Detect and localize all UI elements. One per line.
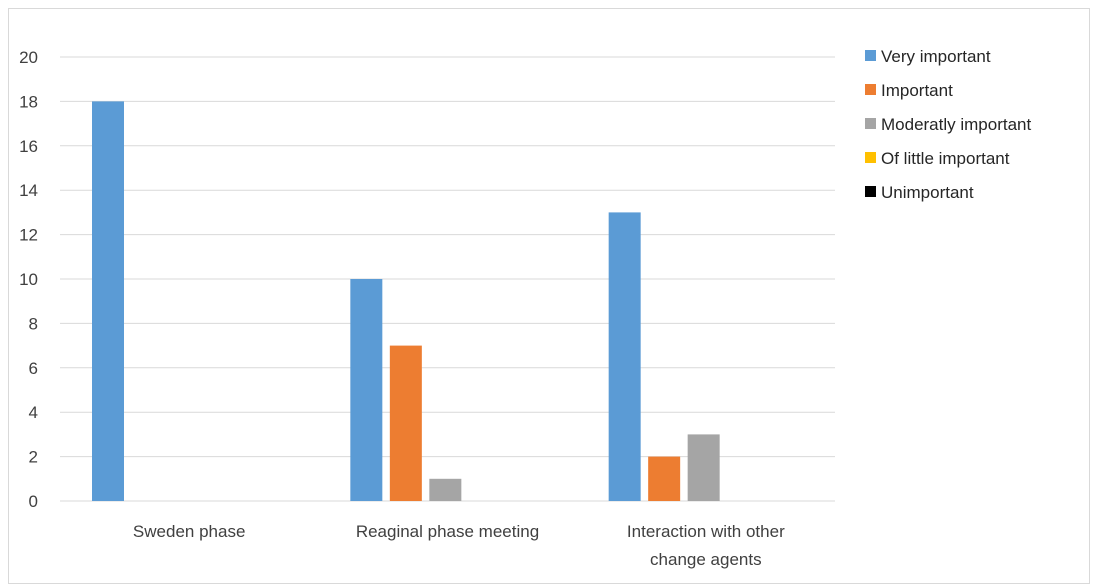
y-tick-label: 10: [19, 270, 38, 289]
y-tick-label: 2: [29, 448, 38, 467]
legend-label: Of little important: [881, 149, 1010, 168]
y-axis-tick-labels: 0 2 4 6 8 10 12 14 16 18 20: [19, 48, 38, 511]
bar: [389, 345, 422, 501]
legend-item: Very important: [865, 47, 991, 66]
y-tick-label: 12: [19, 226, 38, 245]
legend-swatch: [865, 186, 876, 197]
y-tick-label: 6: [29, 359, 38, 378]
bar: [648, 456, 681, 501]
y-tick-label: 14: [19, 181, 38, 200]
x-category-label: Interaction with other: [627, 522, 785, 541]
legend-label: Moderatly important: [881, 115, 1032, 134]
legend-swatch: [865, 118, 876, 129]
bar: [608, 212, 641, 501]
y-tick-label: 20: [19, 48, 38, 67]
legend-item: Unimportant: [865, 183, 974, 202]
legend-swatch: [865, 152, 876, 163]
x-category-label: Sweden phase: [133, 522, 245, 541]
bar: [687, 434, 720, 501]
legend-swatch: [865, 84, 876, 95]
legend-label: Very important: [881, 47, 991, 66]
bar: [429, 478, 462, 501]
bars: [92, 101, 720, 502]
y-tick-label: 18: [19, 92, 38, 111]
x-axis-category-labels: Sweden phase Reaginal phase meeting Intera…: [133, 522, 785, 569]
y-tick-label: 16: [19, 137, 38, 156]
y-tick-label: 4: [29, 403, 38, 422]
legend-swatch: [865, 50, 876, 61]
legend-label: Important: [881, 81, 953, 100]
legend-item: Important: [865, 81, 953, 100]
y-tick-label: 8: [29, 314, 38, 333]
bar: [350, 279, 383, 501]
chart-area: [8, 8, 1090, 584]
x-category-label: change agents: [650, 550, 762, 569]
legend: Very important Important Moderatly importa…: [865, 47, 1032, 202]
legend-label: Unimportant: [881, 183, 974, 202]
legend-item: Moderatly important: [865, 115, 1032, 134]
bar: [92, 101, 124, 502]
x-category-label: Reaginal phase meeting: [356, 522, 539, 541]
y-tick-label: 0: [29, 492, 38, 511]
legend-item: Of little important: [865, 149, 1010, 168]
